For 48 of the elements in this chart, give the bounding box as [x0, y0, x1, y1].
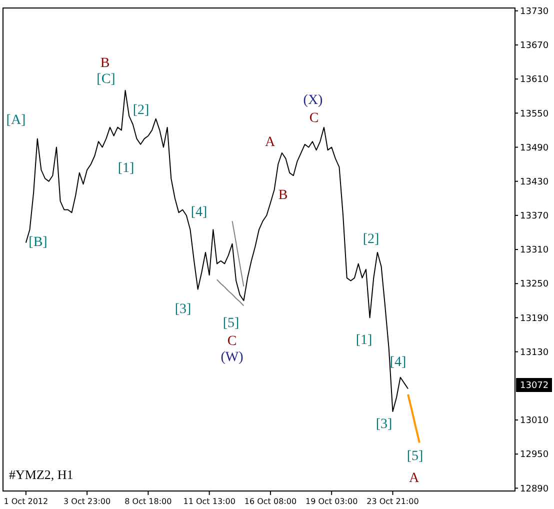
x-tick-label: 19 Oct 03:00 [306, 497, 358, 506]
annotation: A [264, 134, 276, 150]
annotation: [1] [118, 160, 134, 176]
annotation: [3] [174, 302, 192, 317]
annotation: [A] [6, 112, 26, 128]
x-tick-label: 1 Oct 2012 [4, 497, 48, 506]
y-tick-label: 13010 [520, 416, 549, 426]
y-tick-label: 13490 [520, 143, 549, 154]
line-series [216, 279, 244, 306]
annotation: [5] [406, 448, 424, 464]
annotation: C [309, 110, 319, 126]
y-tick-label: 13550 [520, 109, 549, 120]
x-tick-label: 16 Oct 08:00 [244, 497, 297, 506]
annotation: [5] [222, 316, 240, 331]
y-tick-label: 13310 [520, 246, 549, 256]
y-tick-label: 12890 [520, 484, 549, 494]
line-series [232, 220, 244, 287]
x-tick-label: 3 Oct 23:00 [64, 497, 111, 506]
annotation: [1] [356, 332, 372, 348]
x-tick-label: 11 Oct 13:00 [183, 497, 236, 506]
y-tick-label: 13370 [520, 212, 549, 222]
annotation: [2] [132, 102, 150, 118]
annotation: [4] [190, 204, 208, 220]
line-series [25, 90, 409, 412]
y-tick-label: 13130 [520, 348, 549, 358]
text: #YMZ2, H1 [9, 467, 74, 482]
annotation: (X) [303, 92, 324, 108]
y-tick-label: 13670 [520, 41, 549, 52]
annotation: [B] [28, 234, 48, 250]
x-tick-label: 23 Oct 21:00 [366, 497, 419, 506]
annotation: C [227, 334, 237, 349]
annotation: [C] [96, 72, 116, 87]
y-tick-label: 13730 [520, 6, 549, 17]
annotation: (W) [220, 350, 244, 365]
y-tick-label: 13430 [520, 177, 549, 188]
annotation: B [278, 188, 288, 203]
y-tick-label: 12950 [520, 450, 549, 460]
y-tick-label: 13250 [520, 280, 549, 290]
annotation: B [100, 56, 110, 71]
line-series [407, 393, 420, 444]
annotation: [4] [390, 354, 406, 370]
y-tick-label: 13190 [520, 314, 549, 324]
x-tick-label: 8 Oct 18:00 [124, 497, 172, 506]
annotation: [3] [376, 416, 392, 432]
annotation: [2] [362, 232, 380, 247]
y-tick-label: 13610 [520, 75, 549, 86]
text: 13072 [520, 381, 549, 392]
annotation: A [408, 470, 420, 486]
